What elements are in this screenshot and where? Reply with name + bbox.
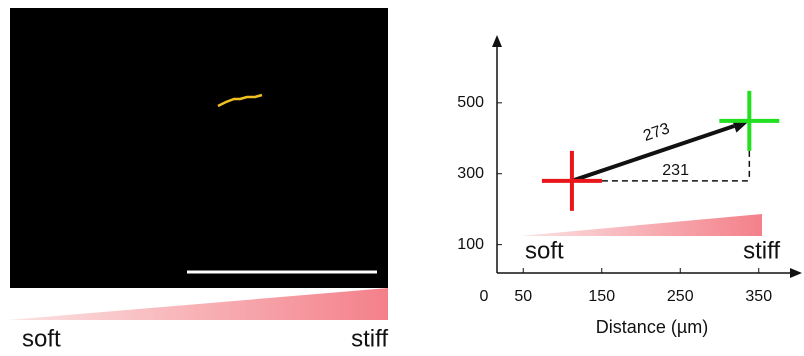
gradient-label: soft bbox=[22, 325, 61, 352]
x-axis-arrow bbox=[790, 268, 802, 278]
y-tick-label: 500 bbox=[457, 94, 484, 111]
x-tick-label: 150 bbox=[588, 288, 615, 305]
stiffness-gradient bbox=[520, 214, 762, 236]
gradient-label: soft bbox=[525, 237, 564, 264]
gradient-label: stiff bbox=[743, 237, 780, 264]
x-axis-label: Distance (µm) bbox=[596, 317, 708, 337]
x-tick-label: 0 bbox=[480, 288, 489, 305]
stiffness-gradient bbox=[8, 288, 388, 320]
x-tick-label: 350 bbox=[745, 288, 772, 305]
x-tick-label: 50 bbox=[514, 288, 532, 305]
x-tick-label: 250 bbox=[667, 288, 694, 305]
gradient-label: stiff bbox=[351, 325, 388, 352]
y-axis-arrow bbox=[492, 35, 502, 47]
y-tick-label: 100 bbox=[457, 236, 484, 253]
arrow-label: 273 bbox=[641, 120, 672, 145]
figure: soft stiff 100 300 500 0 50 150 250 350 Distance… bbox=[0, 0, 804, 356]
baseline-label: 231 bbox=[662, 162, 689, 179]
point bbox=[719, 91, 779, 151]
point bbox=[542, 151, 602, 211]
micrograph bbox=[10, 8, 388, 288]
chart: 100 300 500 0 50 150 250 350 Distance (µm) soft st… bbox=[457, 35, 802, 337]
y-tick-label: 300 bbox=[457, 165, 484, 182]
